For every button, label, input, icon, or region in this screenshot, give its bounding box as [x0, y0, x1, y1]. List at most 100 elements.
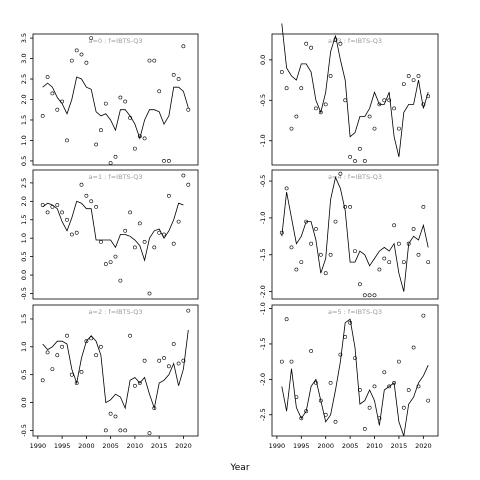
observed-point: [421, 204, 426, 209]
observed-point: [333, 419, 338, 424]
y-tick-label: -2.5: [259, 408, 267, 421]
x-tick-label: 2020: [175, 442, 192, 450]
observed-point: [387, 260, 392, 265]
observed-point: [426, 260, 431, 265]
observed-point: [186, 308, 191, 313]
observed-point: [147, 431, 152, 436]
observed-point: [171, 342, 176, 346]
y-tick-label: 0.5: [20, 251, 28, 261]
observed-point: [84, 193, 89, 198]
observed-point: [50, 204, 55, 209]
observed-point: [362, 293, 367, 298]
observed-point: [406, 74, 411, 78]
observed-point: [55, 353, 60, 358]
observed-point: [367, 293, 372, 298]
observed-point: [65, 333, 69, 338]
y-tick-label: 0.0: [20, 270, 28, 280]
y-tick-label: -0.5: [259, 94, 267, 107]
observed-point: [186, 107, 191, 112]
observed-point: [137, 381, 142, 385]
observed-point: [313, 227, 318, 231]
observed-point: [353, 356, 357, 361]
panel-5: a=5 : f=IBTS-Q3 -2.5 -2.0 -1.5 -1.0 1990 1995 2…: [259, 302, 439, 450]
observed-point: [348, 320, 353, 325]
x-tick-label: 1995: [54, 442, 71, 450]
observed-point: [45, 210, 50, 215]
observed-point: [362, 159, 367, 163]
y-tick-label: 3.0: [20, 53, 28, 63]
y-tick-label: 0.0: [20, 397, 28, 407]
observed-point: [65, 217, 69, 222]
observed-point: [186, 182, 191, 187]
observed-point: [152, 245, 157, 250]
observed-point: [299, 86, 304, 91]
observed-point: [318, 398, 323, 403]
y-tick-label: -0.5: [20, 424, 28, 437]
observed-point: [103, 428, 108, 433]
observed-point: [113, 254, 118, 259]
y-tick-label: 1.0: [20, 342, 28, 352]
observed-point: [382, 256, 387, 261]
observed-point: [128, 333, 133, 338]
observed-point: [132, 245, 137, 250]
x-tick-label: 2000: [317, 442, 334, 450]
panel-label: a=4 : f=IBTS-Q3: [328, 173, 382, 181]
observed-point: [89, 336, 94, 341]
observed-point: [426, 398, 431, 403]
observed-point: [401, 405, 406, 410]
observed-point: [84, 339, 89, 344]
observed-point: [392, 380, 397, 385]
y-tick-label: 0.5: [20, 370, 28, 380]
observed-point: [128, 116, 133, 120]
x-tick-label: 2000: [78, 442, 95, 450]
observed-point: [142, 239, 147, 244]
panel-3: a=3 : f=IBTS-Q3 -1.0 -0.5 0.0: [259, 23, 439, 166]
observed-point: [108, 161, 113, 165]
observed-point: [323, 102, 328, 107]
y-tick-label: 1.0: [20, 233, 28, 243]
panel-frame: [32, 169, 199, 300]
panel-frame: [271, 169, 439, 300]
observed-point: [118, 95, 123, 100]
observed-point: [289, 245, 294, 250]
observed-point: [387, 98, 392, 103]
observed-point: [181, 358, 186, 363]
y-tick-label: -1.5: [259, 338, 267, 351]
observed-point: [157, 89, 162, 94]
y-tick-label: -2.0: [259, 373, 267, 386]
observed-point: [60, 210, 65, 215]
observed-point: [108, 260, 113, 265]
observed-point: [69, 372, 74, 377]
observed-point: [45, 75, 50, 79]
observed-point: [309, 349, 314, 353]
observed-point: [362, 426, 367, 431]
observed-point: [367, 405, 372, 410]
observed-point: [103, 262, 108, 266]
observed-point: [377, 416, 382, 421]
observed-point: [416, 384, 421, 389]
observed-point: [309, 45, 314, 50]
panel-2: a=2 : f=IBTS-Q3 -0.5 0.0 0.5 1.0 1.5 1990 1995 2…: [20, 304, 199, 450]
panels: a=0 : f=IBTS-Q3 0.5 1.0 1.5 2.0 2.5 3.0 3.5 a=1 …: [20, 23, 439, 450]
x-tick-label: 2010: [127, 442, 144, 450]
observed-point: [142, 136, 147, 141]
observed-point: [137, 134, 142, 139]
observed-point: [294, 267, 299, 272]
observed-point: [279, 359, 284, 364]
observed-point: [89, 199, 94, 204]
observed-point: [123, 428, 128, 433]
panel-label: a=3 : f=IBTS-Q3: [328, 37, 382, 45]
observed-point: [401, 82, 406, 87]
observed-point: [411, 227, 416, 231]
observed-point: [132, 146, 137, 151]
panel-label: a=1 : f=IBTS-Q3: [89, 173, 143, 181]
x-tick-label: 2010: [366, 442, 383, 450]
observed-point: [142, 358, 147, 363]
y-tick-label: 2.5: [20, 74, 28, 84]
fitted-line: [281, 176, 429, 292]
observed-point: [147, 291, 152, 296]
observed-point: [421, 313, 426, 318]
observed-point: [353, 159, 357, 163]
x-tick-label: 1990: [269, 442, 286, 450]
observed-point: [94, 204, 99, 209]
